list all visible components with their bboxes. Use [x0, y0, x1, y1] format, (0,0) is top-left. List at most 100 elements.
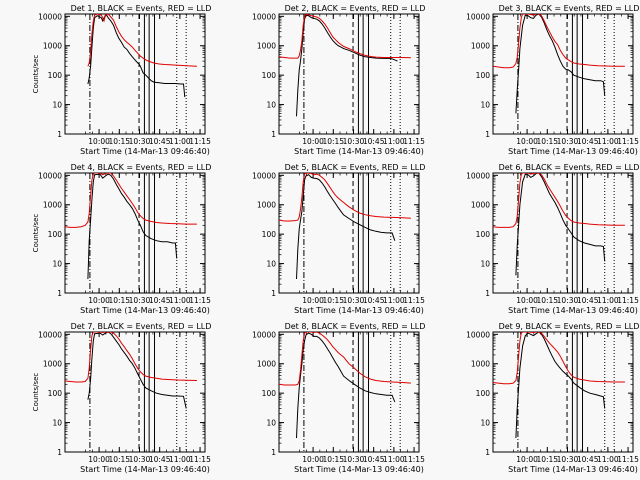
panel-8: 1 10 100 1000 10000 10:0010:1510:3010:4511:00… — [252, 322, 425, 474]
x-tick-label: 10:00 — [302, 137, 324, 146]
series-events — [87, 173, 178, 280]
y-axis-label: Counts/sec — [32, 373, 40, 412]
x-tick-label: 10:15 — [322, 137, 344, 146]
x-tick-label: 10:15 — [322, 296, 344, 305]
y-tick-label: 10000 — [252, 171, 276, 180]
x-tick-label: 10:45 — [363, 137, 385, 146]
y-tick-label: 1 — [485, 130, 490, 139]
y-tick-label: 1000 — [257, 42, 276, 51]
x-tick-label: 10:00 — [302, 455, 324, 464]
x-axis-label: Start Time (14-Mar-13 09:46:40) — [294, 465, 424, 474]
x-tick-label: 10:15 — [108, 296, 130, 305]
x-tick-label: 10:15 — [108, 455, 130, 464]
y-tick-label: 100 — [476, 71, 491, 80]
panel-9: 1 10 100 1000 10000 10:0010:1510:3010:4511:00… — [466, 322, 639, 474]
x-axis-label: Start Time (14-Mar-13 09:46:40) — [508, 147, 638, 156]
x-tick-label: 11:00 — [597, 137, 619, 146]
x-tick-label: 11:00 — [597, 296, 619, 305]
y-tick-label: 1000 — [43, 42, 62, 51]
series-lld — [493, 332, 625, 385]
panel-title: Det 4, BLACK = Events, RED = LLD — [71, 163, 212, 172]
x-tick-label: 11:00 — [597, 455, 619, 464]
x-axis-label: Start Time (14-Mar-13 09:46:40) — [294, 306, 424, 315]
y-tick-label: 1000 — [471, 42, 490, 51]
panel-6: 1 10 100 1000 10000 10:0010:1510:3010:4511:00… — [466, 163, 639, 315]
y-tick-label: 1000 — [43, 201, 62, 210]
panel-2: 1 10 100 1000 10000 10:0010:1510:3010:4511:00… — [252, 4, 425, 156]
x-tick-label: 11:15 — [189, 296, 211, 305]
panel-title: Det 2, BLACK = Events, RED = LLD — [285, 4, 426, 13]
x-tick-label: 11:15 — [189, 455, 211, 464]
x-axis-label: Start Time (14-Mar-13 09:46:40) — [80, 147, 210, 156]
y-tick-label: 100 — [48, 389, 63, 398]
y-tick-label: 10000 — [252, 330, 276, 339]
series-lld — [279, 173, 411, 222]
panel-4: 1 10 100 1000 10000 10:0010:1510:3010:4511:00… — [32, 163, 211, 315]
panel-title: Det 5, BLACK = Events, RED = LLD — [285, 163, 426, 172]
x-tick-label: 10:00 — [88, 137, 110, 146]
x-tick-label: 11:00 — [383, 296, 405, 305]
x-tick-label: 10:45 — [363, 296, 385, 305]
y-tick-label: 100 — [48, 71, 63, 80]
series-lld — [493, 14, 625, 69]
panel-5: 1 10 100 1000 10000 10:0010:1510:3010:4511:00… — [252, 163, 425, 315]
y-tick-label: 10000 — [466, 330, 490, 339]
panel-title: Det 7, BLACK = Events, RED = LLD — [71, 322, 212, 331]
x-tick-label: 11:15 — [617, 137, 639, 146]
x-tick-label: 10:45 — [363, 455, 385, 464]
panel-title: Det 1, BLACK = Events, RED = LLD — [71, 4, 212, 13]
x-tick-label: 10:00 — [88, 296, 110, 305]
y-tick-label: 10 — [52, 419, 62, 428]
x-tick-label: 10:30 — [557, 296, 579, 305]
x-tick-label: 10:45 — [577, 455, 599, 464]
x-tick-label: 10:00 — [88, 455, 110, 464]
plot-frame — [278, 13, 420, 135]
panel-1: 1 10 100 1000 10000 10:0010:1510:3010:4511:00… — [32, 4, 211, 156]
y-tick-label: 1 — [271, 130, 276, 139]
panel-3: 1 10 100 1000 10000 10:0010:1510:3010:4511:00… — [466, 4, 639, 156]
y-tick-label: 1 — [271, 289, 276, 298]
x-tick-label: 11:15 — [189, 137, 211, 146]
y-tick-label: 100 — [476, 389, 491, 398]
x-tick-label: 10:45 — [149, 296, 171, 305]
y-tick-label: 1 — [57, 130, 62, 139]
x-tick-label: 10:15 — [536, 455, 558, 464]
x-tick-label: 11:00 — [169, 296, 191, 305]
x-tick-label: 10:45 — [577, 296, 599, 305]
series-lld — [493, 173, 625, 228]
panel-title: Det 8, BLACK = Events, RED = LLD — [285, 322, 426, 331]
series-events — [515, 173, 606, 276]
x-tick-label: 11:15 — [403, 296, 425, 305]
x-tick-label: 10:15 — [536, 137, 558, 146]
y-tick-label: 10000 — [466, 171, 490, 180]
series-events — [515, 14, 606, 114]
x-tick-label: 11:00 — [169, 455, 191, 464]
y-tick-label: 10000 — [38, 330, 62, 339]
x-axis-label: Start Time (14-Mar-13 09:46:40) — [508, 465, 638, 474]
y-tick-label: 10 — [480, 419, 490, 428]
y-tick-label: 10000 — [38, 12, 62, 21]
series-lld — [279, 332, 411, 386]
x-axis-label: Start Time (14-Mar-13 09:46:40) — [508, 306, 638, 315]
y-tick-label: 1000 — [257, 360, 276, 369]
panel-title: Det 3, BLACK = Events, RED = LLD — [499, 4, 640, 13]
panel-7: 1 10 100 1000 10000 10:0010:1510:3010:4511:00… — [32, 322, 211, 474]
x-tick-label: 11:00 — [383, 137, 405, 146]
x-tick-label: 10:30 — [557, 455, 579, 464]
y-tick-label: 1 — [485, 448, 490, 457]
x-tick-label: 10:30 — [557, 137, 579, 146]
plot-frame — [64, 13, 206, 135]
plot-frame — [492, 172, 634, 294]
plot-frame — [492, 331, 634, 453]
x-tick-label: 10:00 — [516, 137, 538, 146]
x-tick-label: 10:30 — [343, 137, 365, 146]
x-axis-label: Start Time (14-Mar-13 09:46:40) — [80, 465, 210, 474]
plot-frame — [64, 331, 206, 453]
x-tick-label: 11:15 — [617, 296, 639, 305]
x-tick-label: 10:15 — [108, 137, 130, 146]
y-axis-label: Counts/sec — [32, 214, 40, 253]
series-events — [296, 14, 398, 117]
y-tick-label: 10 — [266, 101, 276, 110]
y-axis-label: Counts/sec — [32, 55, 40, 94]
series-events — [296, 174, 396, 280]
